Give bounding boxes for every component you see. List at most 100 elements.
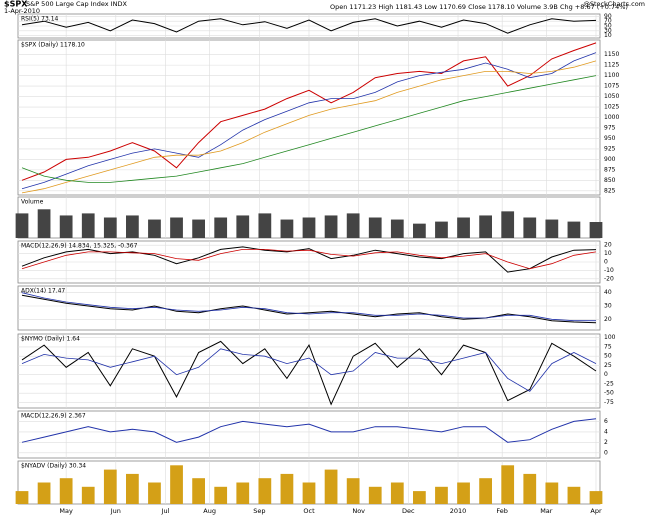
panel-title: MACD(12,26,9) 14.834, 15.325, -0.367 <box>21 243 138 250</box>
bar <box>545 482 559 504</box>
bar <box>390 482 404 504</box>
bar <box>170 465 183 504</box>
y-tick-label: 30 <box>604 27 612 34</box>
series-line <box>21 18 597 34</box>
y-tick-label: 850 <box>604 177 616 184</box>
y-tick-label: 1150 <box>604 51 619 58</box>
x-tick-label: Jul <box>161 507 170 515</box>
bar <box>567 486 581 504</box>
y-tick-label: -20 <box>604 275 614 282</box>
y-tick-label: 975 <box>604 124 616 131</box>
bar <box>368 217 382 238</box>
bar <box>15 213 29 238</box>
bar <box>523 217 537 238</box>
y-tick-label: 0 <box>604 449 608 456</box>
bar <box>567 221 581 238</box>
series-line <box>21 246 597 273</box>
x-tick-label: 2010 <box>450 507 467 515</box>
bar <box>236 482 250 504</box>
y-tick-label: 1075 <box>604 83 619 90</box>
y-tick-label: 2 <box>604 439 608 446</box>
x-tick-label: Feb <box>496 507 508 515</box>
bar <box>435 486 448 504</box>
bar <box>589 222 603 238</box>
y-tick-label: 875 <box>604 166 616 173</box>
y-tick-label: 6 <box>604 418 608 425</box>
panel-title: Volume <box>21 199 44 206</box>
y-tick-label: 1000 <box>604 114 619 121</box>
bar <box>501 211 515 238</box>
y-tick-label: -75 <box>604 399 614 406</box>
bar <box>479 215 492 238</box>
series-line <box>21 52 597 190</box>
bar <box>148 219 161 238</box>
bar <box>148 482 161 504</box>
bar <box>81 486 95 504</box>
panel-title: $SPX (Daily) 1178.10 <box>21 42 85 49</box>
x-tick-label: Dec <box>402 507 415 515</box>
series-line <box>21 294 597 324</box>
panel-title: MACD(12,26,9) 2.367 <box>21 413 86 420</box>
bar <box>457 482 470 504</box>
bar <box>589 491 603 504</box>
y-tick-label: 1025 <box>604 104 619 111</box>
bar <box>413 491 426 504</box>
panel-title: ADX(14) 17.47 <box>21 288 65 295</box>
y-tick-label: 40 <box>604 289 612 296</box>
y-tick-label: 0 <box>604 371 608 378</box>
bar <box>103 217 117 238</box>
bar <box>457 217 470 238</box>
y-tick-label: 0 <box>604 259 608 266</box>
y-tick-label: 50 <box>604 353 612 360</box>
y-tick-label: -50 <box>604 390 614 397</box>
y-tick-label: -25 <box>604 380 614 387</box>
bar <box>501 465 515 504</box>
bar <box>103 469 117 504</box>
x-tick-label: Nov <box>352 507 365 515</box>
bar <box>126 215 139 238</box>
series-line <box>21 348 597 392</box>
y-tick-label: 925 <box>604 145 616 152</box>
series-line <box>21 42 597 181</box>
bar <box>81 213 95 238</box>
bar <box>192 219 205 238</box>
y-tick-label: 70 <box>604 18 612 25</box>
bar <box>346 213 360 238</box>
y-tick-label: 825 <box>604 187 616 194</box>
bar <box>59 215 73 238</box>
bar <box>170 217 183 238</box>
bar <box>236 215 250 238</box>
y-tick-label: 75 <box>604 343 612 350</box>
bar <box>280 473 294 504</box>
series-line <box>21 249 597 270</box>
bar <box>192 478 205 504</box>
bar <box>523 473 537 504</box>
y-tick-label: 20 <box>604 242 612 249</box>
x-tick-label: Jun <box>110 507 121 515</box>
x-tick-label: May <box>59 507 73 515</box>
bar <box>479 478 492 504</box>
bar <box>324 469 338 504</box>
bar <box>390 219 404 238</box>
series-line <box>21 340 597 406</box>
y-tick-label: 50 <box>604 23 612 30</box>
bar <box>214 217 228 238</box>
panel-title: $NYADV (Daily) 30.34 <box>21 463 86 470</box>
bar <box>280 219 294 238</box>
y-tick-label: 25 <box>604 362 612 369</box>
bar <box>368 486 382 504</box>
bar <box>413 223 426 238</box>
y-tick-label: 100 <box>604 334 616 341</box>
x-tick-label: Aug <box>203 507 216 515</box>
y-tick-label: 20 <box>604 316 612 323</box>
y-tick-label: 4 <box>604 428 608 435</box>
bar <box>126 473 139 504</box>
y-tick-label: 90 <box>604 13 612 20</box>
bar <box>37 209 51 238</box>
bar <box>214 486 228 504</box>
x-tick-label: Apr <box>590 507 602 515</box>
x-tick-label: Sep <box>253 507 265 515</box>
x-tick-label: Mar <box>540 507 553 515</box>
date: 1-Apr-2010 <box>4 7 40 15</box>
